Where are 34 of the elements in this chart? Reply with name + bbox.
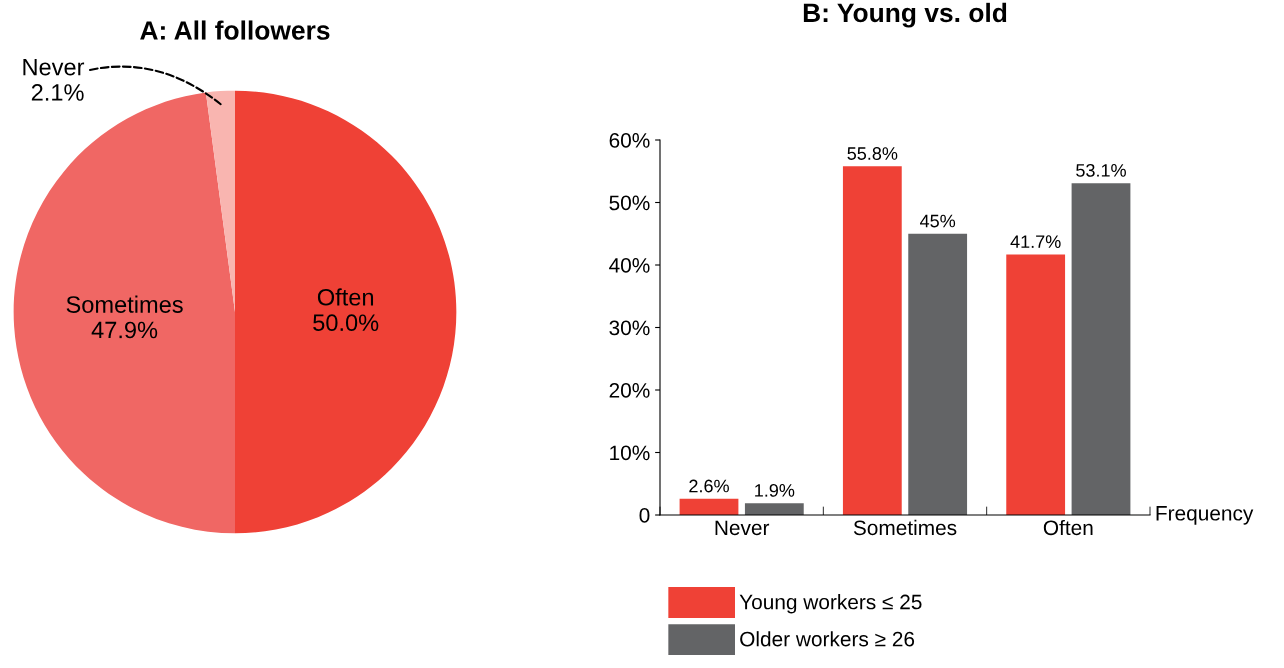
data-label: 47.9% bbox=[91, 321, 158, 339]
pie-slice bbox=[235, 90, 457, 534]
x-tick-label: Never bbox=[715, 520, 770, 536]
bar bbox=[908, 233, 968, 515]
slice-label: Often bbox=[317, 288, 374, 306]
y-tick-label: 30% bbox=[609, 320, 650, 336]
x-tick-label: Sometimes bbox=[853, 519, 957, 536]
y-tick-label: 60% bbox=[609, 133, 650, 148]
bar bbox=[679, 498, 739, 515]
bar bbox=[1071, 183, 1131, 515]
data-label: 2.6% bbox=[689, 479, 729, 493]
slice-label: Sometimes bbox=[66, 295, 183, 313]
data-label: 41.7% bbox=[1010, 235, 1061, 248]
y-tick-label: 0 bbox=[639, 508, 650, 523]
y-tick-label: 20% bbox=[609, 383, 650, 398]
slice-label: Never bbox=[23, 58, 85, 76]
chart-title: B: Young vs. old bbox=[803, 2, 1007, 28]
y-tick-label: 10% bbox=[610, 445, 650, 461]
x-tick-label: Often bbox=[1043, 519, 1093, 536]
legend-label: Young workers ≤ 25 bbox=[739, 594, 922, 614]
legend-label: Older workers ≥ 26 bbox=[740, 631, 915, 647]
data-label: 45% bbox=[920, 214, 956, 228]
y-tick-label: 50% bbox=[609, 195, 650, 211]
data-label: 1.9% bbox=[755, 483, 795, 497]
data-label: 50.0% bbox=[313, 314, 379, 332]
data-label: 55.8% bbox=[847, 147, 898, 160]
data-label: 53.1% bbox=[1076, 163, 1126, 177]
bar bbox=[744, 503, 804, 515]
bar bbox=[842, 166, 902, 515]
x-axis-title: Frequency bbox=[1156, 506, 1254, 525]
y-tick-label: 40% bbox=[609, 258, 650, 273]
chart-title: A: All followers bbox=[140, 20, 330, 40]
data-label: 2.1% bbox=[31, 84, 84, 101]
bar bbox=[1006, 254, 1066, 515]
